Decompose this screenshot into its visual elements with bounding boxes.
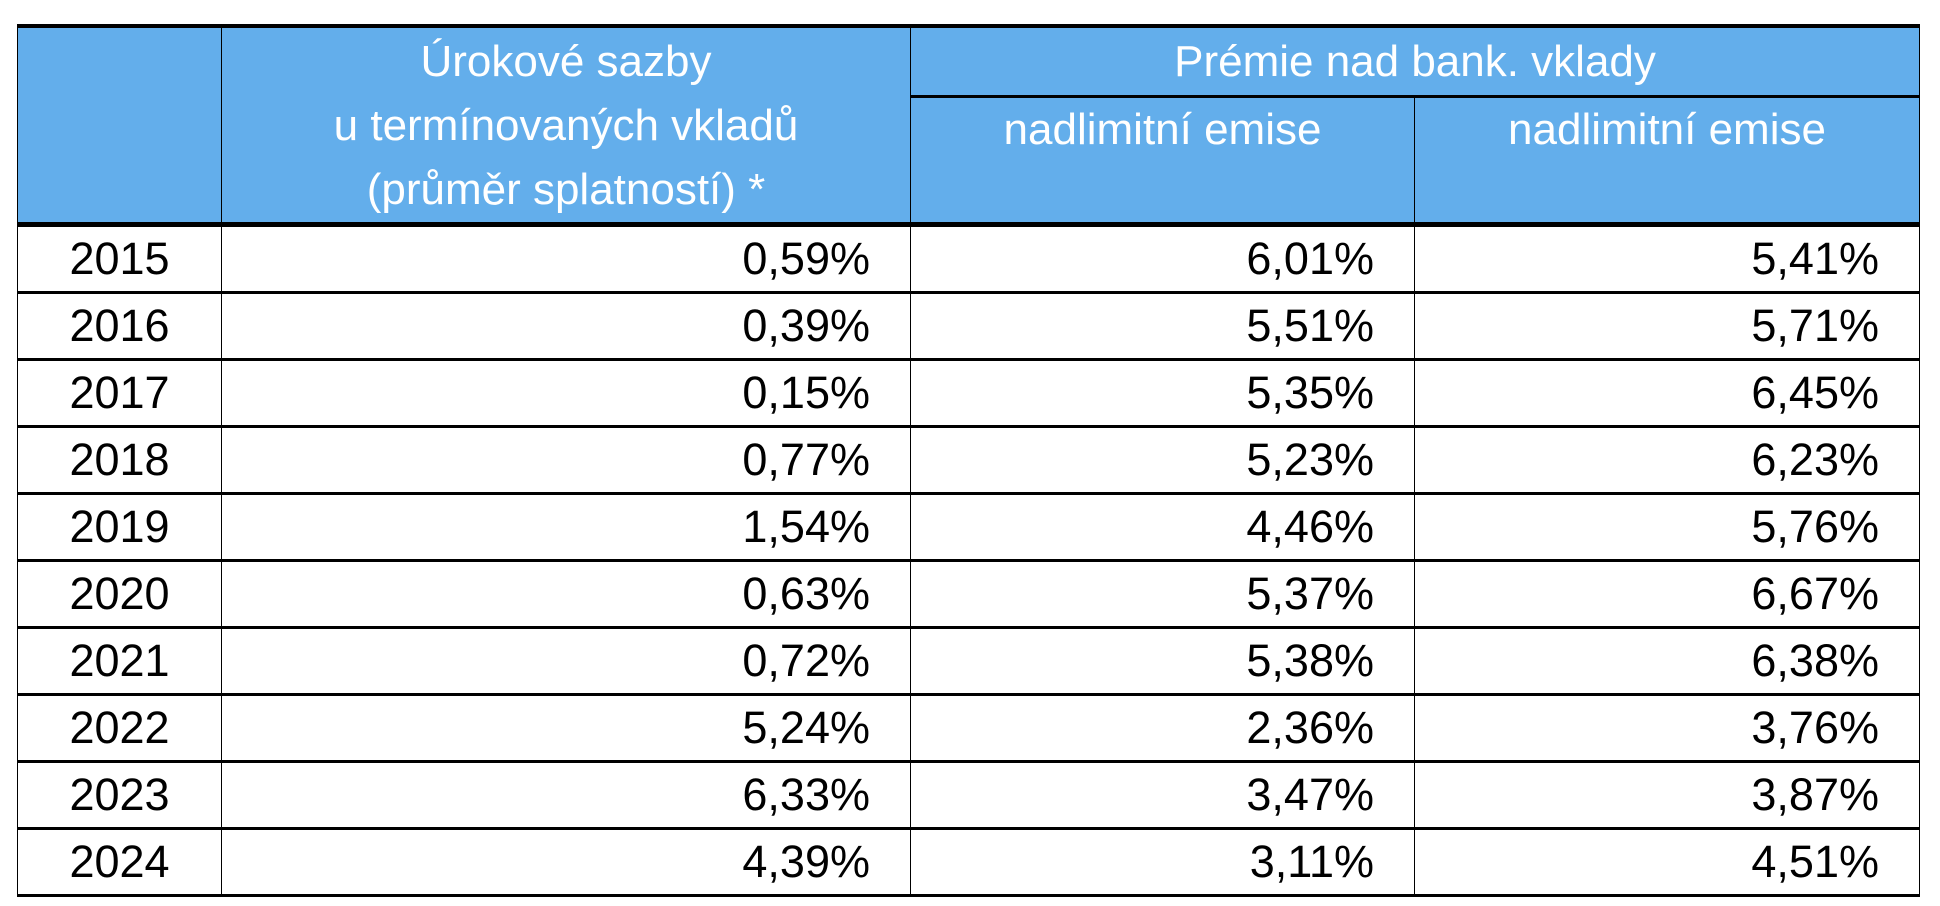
premium-a-cell: 5,51% (910, 292, 1415, 361)
premium-a-cell: 5,38% (910, 627, 1415, 696)
premium-a-cell: 5,35% (910, 359, 1415, 428)
table-row: 2015 0,59% 6,01% 5,41% (17, 224, 1920, 294)
table-row: 2019 1,54% 4,46% 5,76% (17, 493, 1920, 562)
header-year (17, 24, 222, 227)
premium-b-cell: 4,51% (1414, 828, 1920, 897)
premium-a-cell: 3,11% (910, 828, 1415, 897)
premium-a-cell: 6,01% (910, 224, 1415, 294)
premium-b-cell: 5,76% (1414, 493, 1920, 562)
year-cell: 2019 (17, 493, 222, 562)
year-cell: 2020 (17, 560, 222, 629)
header-rates-line-3: (průměr splatností) * (366, 165, 766, 214)
rates-table: Úrokové sazby u termínovaných vkladů (pr… (17, 24, 1920, 897)
rate-cell: 0,59% (221, 224, 911, 294)
rate-cell: 1,54% (221, 493, 911, 562)
header-sub-b: nadlimitní emise (1414, 95, 1920, 227)
year-cell: 2024 (17, 828, 222, 897)
table-row: 2021 0,72% 5,38% 6,38% (17, 627, 1920, 696)
premium-b-cell: 3,76% (1414, 694, 1920, 763)
year-cell: 2021 (17, 627, 222, 696)
header-rates-line-2: u termínovaných vkladů (333, 101, 799, 150)
premium-b-cell: 6,23% (1414, 426, 1920, 495)
year-cell: 2017 (17, 359, 222, 428)
table-row: 2016 0,39% 5,51% 5,71% (17, 292, 1920, 361)
premium-b-cell: 5,71% (1414, 292, 1920, 361)
rate-cell: 6,33% (221, 761, 911, 830)
header-sub-a: nadlimitní emise (910, 95, 1415, 227)
premium-a-cell: 5,23% (910, 426, 1415, 495)
year-cell: 2018 (17, 426, 222, 495)
header-deposit-rates: Úrokové sazby u termínovaných vkladů (pr… (221, 24, 911, 227)
table-row: 2018 0,77% 5,23% 6,23% (17, 426, 1920, 495)
year-cell: 2015 (17, 224, 222, 294)
rate-cell: 5,24% (221, 694, 911, 763)
rate-cell: 4,39% (221, 828, 911, 897)
year-cell: 2016 (17, 292, 222, 361)
header-premium-group: Prémie nad bank. vklady (910, 24, 1920, 97)
premium-a-cell: 3,47% (910, 761, 1415, 830)
header-rates-line-1: Úrokové sazby (420, 37, 712, 86)
year-cell: 2022 (17, 694, 222, 763)
premium-b-cell: 6,45% (1414, 359, 1920, 428)
year-cell: 2023 (17, 761, 222, 830)
rate-cell: 0,77% (221, 426, 911, 495)
premium-b-cell: 5,41% (1414, 224, 1920, 294)
premium-b-cell: 6,67% (1414, 560, 1920, 629)
table-row: 2024 4,39% 3,11% 4,51% (17, 828, 1920, 897)
rate-cell: 0,15% (221, 359, 911, 428)
table-row: 2017 0,15% 5,35% 6,45% (17, 359, 1920, 428)
table-row: 2022 5,24% 2,36% 3,76% (17, 694, 1920, 763)
premium-a-cell: 5,37% (910, 560, 1415, 629)
table-row: 2020 0,63% 5,37% 6,67% (17, 560, 1920, 629)
premium-b-cell: 3,87% (1414, 761, 1920, 830)
rate-cell: 0,39% (221, 292, 911, 361)
premium-a-cell: 2,36% (910, 694, 1415, 763)
premium-a-cell: 4,46% (910, 493, 1415, 562)
table-row: 2023 6,33% 3,47% 3,87% (17, 761, 1920, 830)
rate-cell: 0,72% (221, 627, 911, 696)
premium-b-cell: 6,38% (1414, 627, 1920, 696)
rate-cell: 0,63% (221, 560, 911, 629)
